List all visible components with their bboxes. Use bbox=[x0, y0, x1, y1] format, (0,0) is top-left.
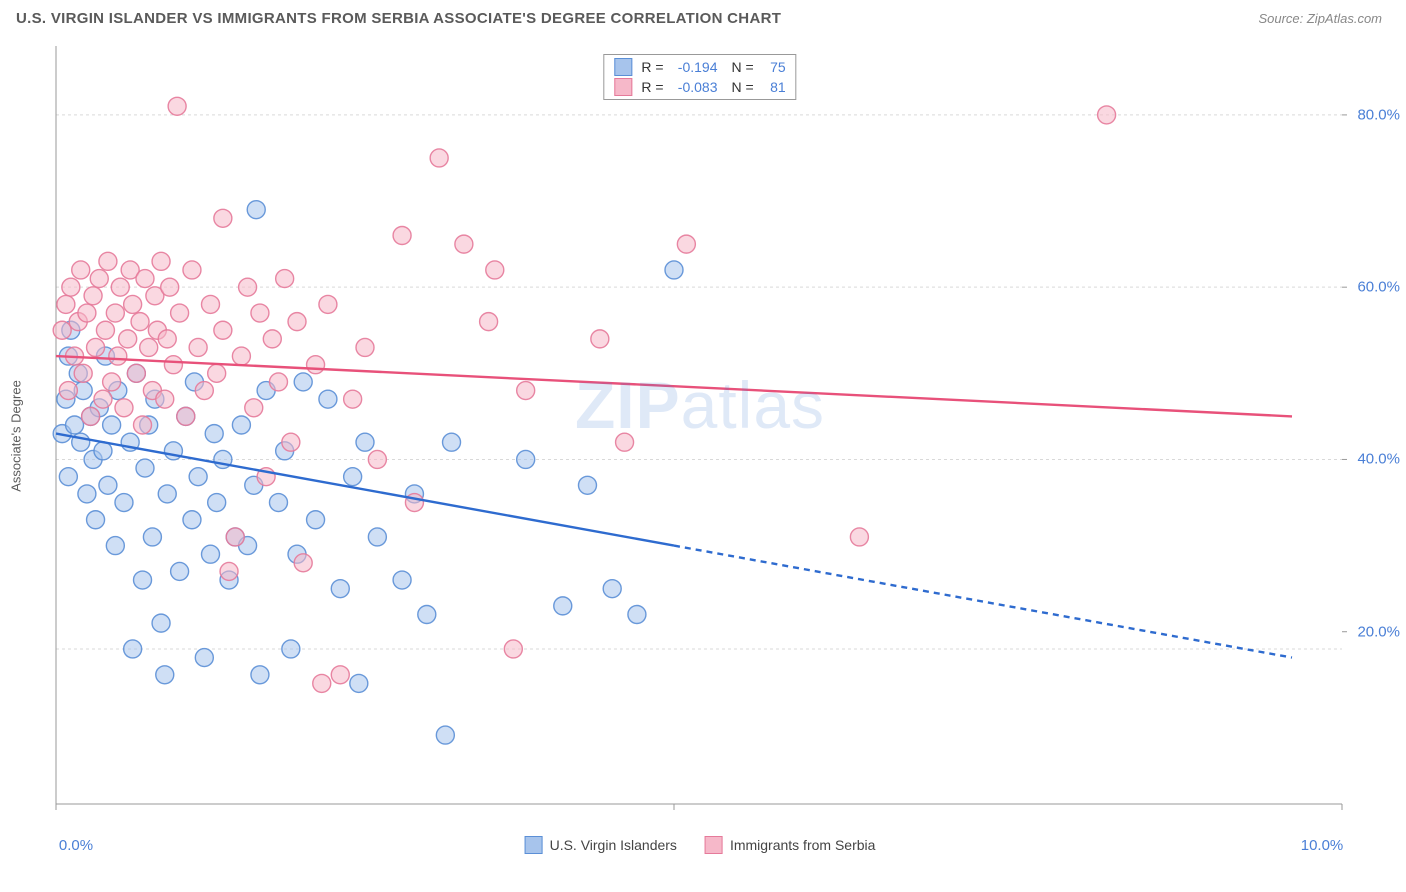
x-tick-label: 10.0% bbox=[1301, 837, 1344, 854]
legend-statistics-box: R = -0.194 N = 75 R = -0.083 N = 81 bbox=[603, 54, 796, 100]
y-tick-label: 60.0% bbox=[1357, 279, 1400, 296]
chart-container: Associate's Degree 20.0%40.0%60.0%80.0% … bbox=[50, 46, 1350, 826]
y-tick-label: 40.0% bbox=[1357, 451, 1400, 468]
legend-stat-row-pink: R = -0.083 N = 81 bbox=[604, 77, 795, 97]
legend-item-blue: U.S. Virgin Islanders bbox=[525, 836, 677, 854]
legend-swatch-pink-2 bbox=[705, 836, 723, 854]
legend-swatch-blue bbox=[614, 58, 632, 76]
legend-label-pink: Immigrants from Serbia bbox=[730, 837, 875, 853]
y-tick-label: 20.0% bbox=[1357, 623, 1400, 640]
legend-series: U.S. Virgin Islanders Immigrants from Se… bbox=[525, 836, 876, 854]
source-attribution: Source: ZipAtlas.com bbox=[1258, 11, 1382, 26]
r-value-blue: -0.194 bbox=[670, 59, 718, 75]
legend-swatch-blue-2 bbox=[525, 836, 543, 854]
scatter-plot bbox=[50, 46, 1350, 826]
chart-title: U.S. VIRGIN ISLANDER VS IMMIGRANTS FROM … bbox=[16, 10, 781, 27]
y-tick-label: 80.0% bbox=[1357, 106, 1400, 123]
r-value-pink: -0.083 bbox=[670, 79, 718, 95]
legend-swatch-pink bbox=[614, 78, 632, 96]
n-value-blue: 75 bbox=[760, 59, 786, 75]
legend-stat-row-blue: R = -0.194 N = 75 bbox=[604, 57, 795, 77]
n-value-pink: 81 bbox=[760, 79, 786, 95]
y-axis-title: Associate's Degree bbox=[9, 380, 24, 492]
legend-label-blue: U.S. Virgin Islanders bbox=[550, 837, 677, 853]
legend-item-pink: Immigrants from Serbia bbox=[705, 836, 875, 854]
x-tick-label: 0.0% bbox=[59, 837, 93, 854]
